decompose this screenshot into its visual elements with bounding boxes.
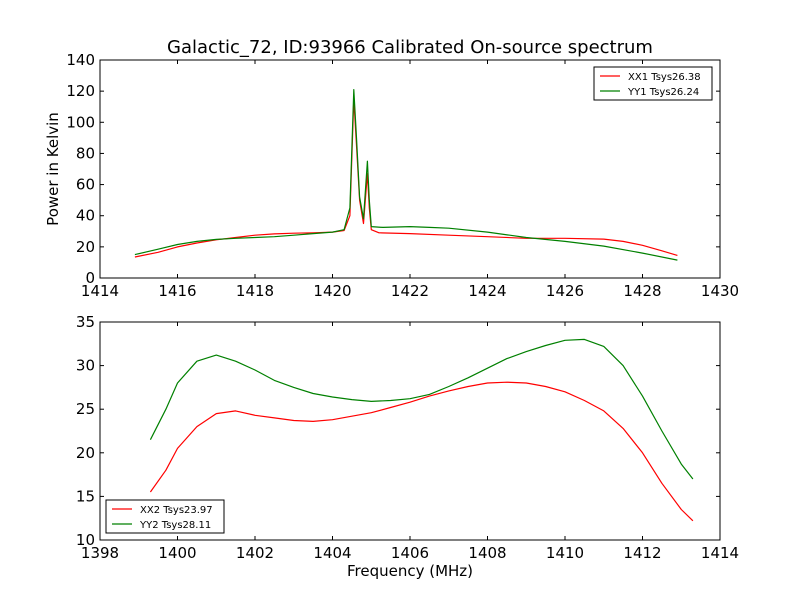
top-panel: 1414 1416 1418 1420 1422 1424 1426 1428 1430 0 20 4… xyxy=(44,51,739,300)
y-tick-label: 0 xyxy=(85,269,95,287)
series-line-xx xyxy=(149,381,694,522)
x-tick-label: 1402 xyxy=(236,544,274,562)
x-tick-label: 1404 xyxy=(313,544,351,562)
y-tick-label: 60 xyxy=(76,176,95,194)
x-tick-label: 1430 xyxy=(701,282,739,300)
y-tick-label: 20 xyxy=(76,238,95,256)
x-axis-label: Frequency (MHz) xyxy=(347,562,473,580)
x-tick-label: 1408 xyxy=(468,544,506,562)
series-line-yy xyxy=(134,88,678,261)
y-tick-label: 40 xyxy=(76,207,95,225)
y-tick-label: 25 xyxy=(76,400,95,418)
x-tick-label: 1424 xyxy=(468,282,506,300)
x-tick-label: 1398 xyxy=(81,544,119,562)
y-tick-label: 120 xyxy=(66,82,95,100)
x-tick-label: 1412 xyxy=(623,544,661,562)
x-tick-label: 1400 xyxy=(158,544,196,562)
x-tick-label: 1414 xyxy=(701,544,739,562)
legend-entry: YY2 Tsys28.11 xyxy=(139,520,211,531)
y-tick-label: 80 xyxy=(76,144,95,162)
x-tick-label: 1416 xyxy=(158,282,196,300)
chart-title: Galactic_72, ID:93966 Calibrated On-sour… xyxy=(167,37,653,58)
y-axis-label: Power in Kelvin xyxy=(44,112,62,226)
legend-entry: XX1 Tsys26.38 xyxy=(628,72,701,83)
series-line-xx xyxy=(134,98,678,258)
x-tick-label: 1406 xyxy=(391,544,429,562)
legend-entry: XX2 Tsys23.97 xyxy=(140,505,213,516)
x-tick-label: 1414 xyxy=(81,282,119,300)
x-tick-label: 1420 xyxy=(313,282,351,300)
series-line-yy xyxy=(149,338,694,480)
x-tick-label: 1426 xyxy=(546,282,584,300)
y-tick-label: 140 xyxy=(66,51,95,69)
legend-entry: YY1 Tsys26.24 xyxy=(627,87,699,98)
x-tick-label: 1428 xyxy=(623,282,661,300)
bottom-panel: 1398 1400 1402 1404 1406 1408 1410 1412 1414 10 15… xyxy=(76,313,739,580)
x-tick-label: 1410 xyxy=(546,544,584,562)
legend: XX2 Tsys23.97 YY2 Tsys28.11 xyxy=(105,499,225,534)
y-tick-label: 30 xyxy=(76,357,95,375)
legend-box xyxy=(105,499,225,534)
y-tick-label: 100 xyxy=(66,113,95,131)
x-tick-label: 1422 xyxy=(391,282,429,300)
y-tick-label: 15 xyxy=(76,487,95,505)
y-tick-label: 20 xyxy=(76,444,95,462)
y-tick-label: 35 xyxy=(76,313,95,331)
y-tick-label: 10 xyxy=(76,531,95,549)
legend: XX1 Tsys26.38 YY1 Tsys26.24 xyxy=(593,66,713,101)
x-tick-label: 1418 xyxy=(236,282,274,300)
legend-box xyxy=(593,66,713,101)
